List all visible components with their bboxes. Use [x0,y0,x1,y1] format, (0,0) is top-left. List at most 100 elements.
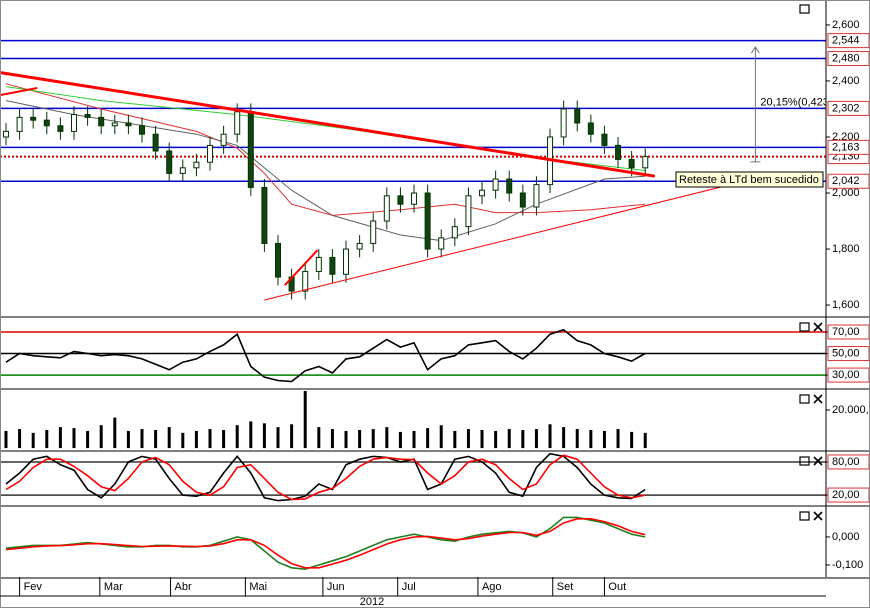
series-line [5,452,646,502]
candle-body [98,116,105,127]
candle-body [220,133,227,146]
window-button[interactable] [799,394,810,404]
candle-body [315,256,322,272]
candle-body [574,108,581,124]
y-tick-label: 30,00 [832,369,860,381]
y-tick-label: 2,600 [832,19,860,31]
y-tick-label: 1,800 [832,243,860,255]
volume-bar [385,427,389,449]
volume-bar [99,425,103,449]
y-tick-label: 2,400 [832,75,860,87]
moving-average [5,100,646,242]
callout-text: Reteste à LTd bem sucedido [679,174,819,186]
volume-bar [507,429,511,449]
panel-plot [0,328,826,383]
candle-body [383,195,390,222]
volume-bar [453,430,457,449]
candle-body [587,122,594,135]
y-tick-label: 2,163 [832,141,860,153]
x-tick-label: Jul [402,581,416,593]
volume-bar [317,427,321,449]
close-button[interactable] [813,322,823,332]
y-tick-label: 20,00 [832,489,860,501]
volume-bar [18,429,22,449]
window-button[interactable] [799,4,810,14]
measure-label: 20,15%(0,423 [760,96,829,108]
candle-body [152,133,159,152]
volume-bar [330,429,334,449]
volume-bar [575,429,579,449]
candle-body [329,256,336,275]
volume-bar [31,432,35,449]
trend-line [0,87,38,96]
volume-bar [562,427,566,449]
close-button[interactable] [813,394,823,404]
candle-body [247,111,254,188]
volume-bar [290,424,294,449]
candle-body [615,144,622,160]
candle-body [601,133,608,146]
y-tick-label: 50,00 [832,347,860,359]
candle-body [628,158,635,169]
candle-body [451,226,458,239]
candle-body [261,186,268,244]
panel-plot [4,390,647,449]
candle-body [57,125,64,132]
close-button[interactable] [813,511,823,521]
volume-bar [589,430,593,449]
y-tick-label: 2,000 [832,187,860,199]
volume-bar [344,430,348,449]
volume-bar [439,425,443,449]
volume-bar [167,427,171,449]
volume-bar [4,430,8,449]
candle-body [84,114,91,118]
volume-bar [426,428,430,449]
x-tick-label: Mai [249,581,267,593]
candle-body [397,195,404,205]
candle-body [30,116,37,121]
volume-bar [181,432,185,449]
candle-body [234,111,241,135]
window-button[interactable] [799,456,810,466]
candle-body [642,156,649,169]
trend-line [264,184,730,301]
volume-bar [140,429,144,449]
candle-body [343,248,350,275]
volume-bar [521,430,525,449]
measure-arrow [750,46,761,163]
volume-bar [548,424,552,449]
candle-body [166,150,173,174]
y-tick-label: 1,600 [832,299,860,311]
volume-bar [534,429,538,449]
trend-line [284,249,319,286]
volume-bar [126,430,130,449]
candle-body [193,161,200,169]
window-button[interactable] [799,322,810,332]
y-tick-label: -0,100 [832,559,863,571]
close-button[interactable] [813,456,823,466]
y-tick-label: 2,480 [832,52,860,64]
candle-body [111,122,118,127]
volume-bar [480,430,484,449]
x-tick-label: Abr [175,581,192,593]
candle-body [533,184,540,208]
volume-bar [58,427,62,449]
candle-body [424,192,431,250]
volume-bar [154,430,158,449]
window-button[interactable] [799,511,810,521]
volume-bar [194,430,198,449]
candle-body [560,108,567,138]
y-tick-label: 20.000, [832,404,869,416]
series-line [5,328,646,383]
y-tick-label: 2,042 [832,175,860,187]
series-line [5,518,646,569]
candle-body [479,189,486,197]
x-tick-label: Out [608,581,626,593]
candle-body [70,114,77,132]
candle-body [506,178,513,194]
x-tick-label: Ago [482,581,502,593]
volume-bar [113,417,117,449]
volume-bar [276,427,280,449]
candle-body [207,144,214,163]
